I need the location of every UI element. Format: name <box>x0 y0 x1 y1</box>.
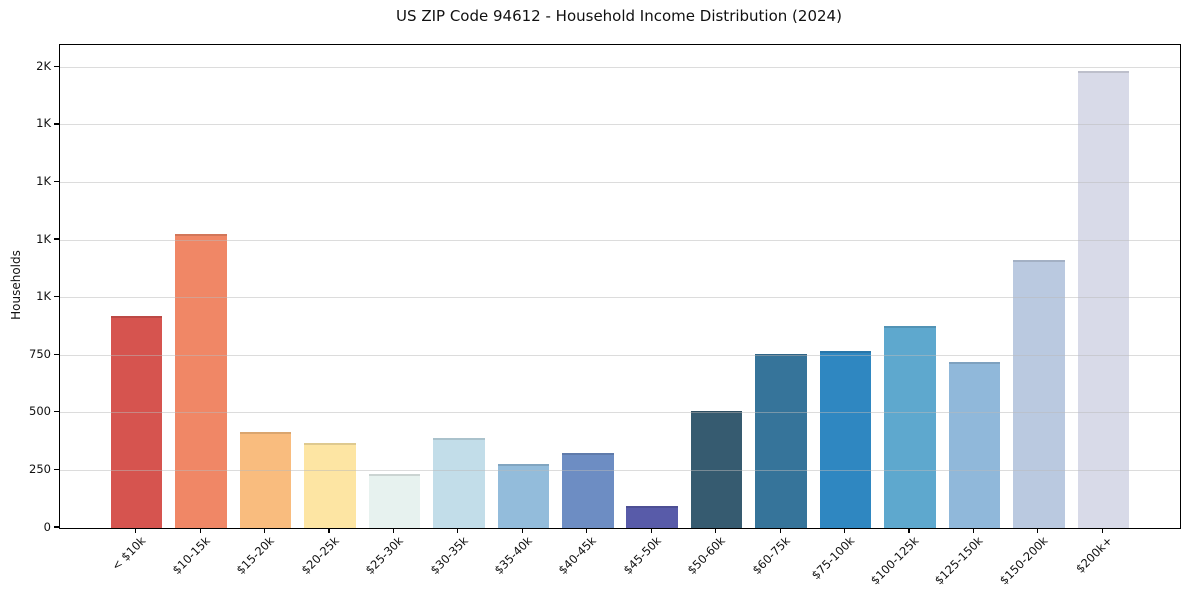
x-axis-tick <box>392 528 395 533</box>
x-tick-label: $20-25k <box>298 533 342 578</box>
y-tick-label: 1K <box>36 289 51 304</box>
bar-$45-50k <box>626 505 678 528</box>
y-axis-tick <box>54 353 59 355</box>
y-tick-label: 0 <box>43 519 51 534</box>
x-tick-label: $60-75k <box>749 533 793 578</box>
x-axis-tick <box>586 528 588 533</box>
x-tick-label: $10-15k <box>169 533 213 578</box>
gridline <box>60 182 1180 183</box>
y-axis-title: Households <box>9 250 23 320</box>
x-tick-label: $25-30k <box>362 533 406 578</box>
x-tick-label: $150-200k <box>996 533 1051 588</box>
bar-$35-40k <box>497 463 550 528</box>
y-tick-label: 1K <box>36 116 51 131</box>
bar-$50-60k <box>690 411 743 528</box>
y-axis-tick <box>54 468 59 470</box>
gridline <box>60 239 1180 241</box>
x-axis-tick <box>328 528 330 533</box>
gridline <box>60 66 1180 68</box>
x-tick-label: $15-20k <box>233 533 278 578</box>
x-axis-tick <box>779 528 781 533</box>
y-tick-label: 1K <box>36 174 51 188</box>
x-axis-tick <box>1101 528 1103 533</box>
bar-$75-100k <box>819 350 872 528</box>
gridline <box>60 297 1180 299</box>
bar-$125-150k <box>948 362 1001 528</box>
y-axis-tick <box>54 296 59 298</box>
y-tick-label: 1K <box>36 231 51 246</box>
x-axis-tick <box>457 528 459 533</box>
x-axis-tick <box>199 528 201 533</box>
x-axis-tick <box>843 528 846 533</box>
bar-$10-15k <box>175 233 227 528</box>
x-axis-tick <box>908 528 910 533</box>
y-axis-tick <box>54 123 59 125</box>
x-axis-tick <box>135 528 137 533</box>
bar-$15-20k <box>239 431 292 528</box>
x-tick-label: $45-50k <box>620 533 664 578</box>
bar-$40-45k <box>562 452 614 528</box>
y-axis-tick <box>54 238 59 240</box>
x-axis-tick <box>650 528 652 533</box>
x-tick-label: $75-100k <box>808 533 858 583</box>
gridline <box>60 412 1180 414</box>
x-tick-label: $200k+ <box>1072 533 1115 576</box>
x-tick-label: $50-60k <box>684 533 729 578</box>
y-axis-tick <box>54 526 59 528</box>
bar-$60-75k <box>755 353 807 528</box>
y-tick-label: 2K <box>36 58 51 73</box>
x-axis-tick <box>263 528 266 533</box>
x-axis-tick <box>972 528 975 533</box>
x-tick-label: $40-45k <box>555 533 600 578</box>
y-axis-tick <box>54 411 59 413</box>
chart-title: US ZIP Code 94612 - Household Income Dis… <box>396 7 842 25</box>
bar-$150-200k <box>1013 260 1065 528</box>
bar-< $10k <box>110 315 163 528</box>
plot-area <box>59 44 1181 529</box>
gridline <box>60 354 1180 356</box>
bar-$30-35k <box>433 437 485 528</box>
x-axis-tick <box>1037 528 1039 533</box>
y-tick-label: 750 <box>29 346 51 361</box>
y-axis-tick <box>54 65 59 67</box>
bar-$100-125k <box>884 326 936 528</box>
x-axis-tick <box>521 528 523 533</box>
x-tick-label: < $10k <box>108 533 149 574</box>
x-tick-label: $125-150k <box>932 533 986 588</box>
x-tick-label: $100-125k <box>867 533 922 588</box>
y-tick-label: 250 <box>29 461 51 476</box>
gridline <box>60 124 1180 126</box>
bar-$200k+ <box>1077 70 1130 528</box>
x-tick-label: $30-35k <box>426 533 471 578</box>
x-axis-tick <box>715 528 717 533</box>
gridline <box>60 469 1180 471</box>
bar-$25-30k <box>368 474 421 528</box>
x-tick-label: $35-40k <box>491 533 535 578</box>
y-axis-tick <box>54 180 59 183</box>
bar-$20-25k <box>304 442 356 528</box>
y-tick-label: 500 <box>29 404 51 419</box>
